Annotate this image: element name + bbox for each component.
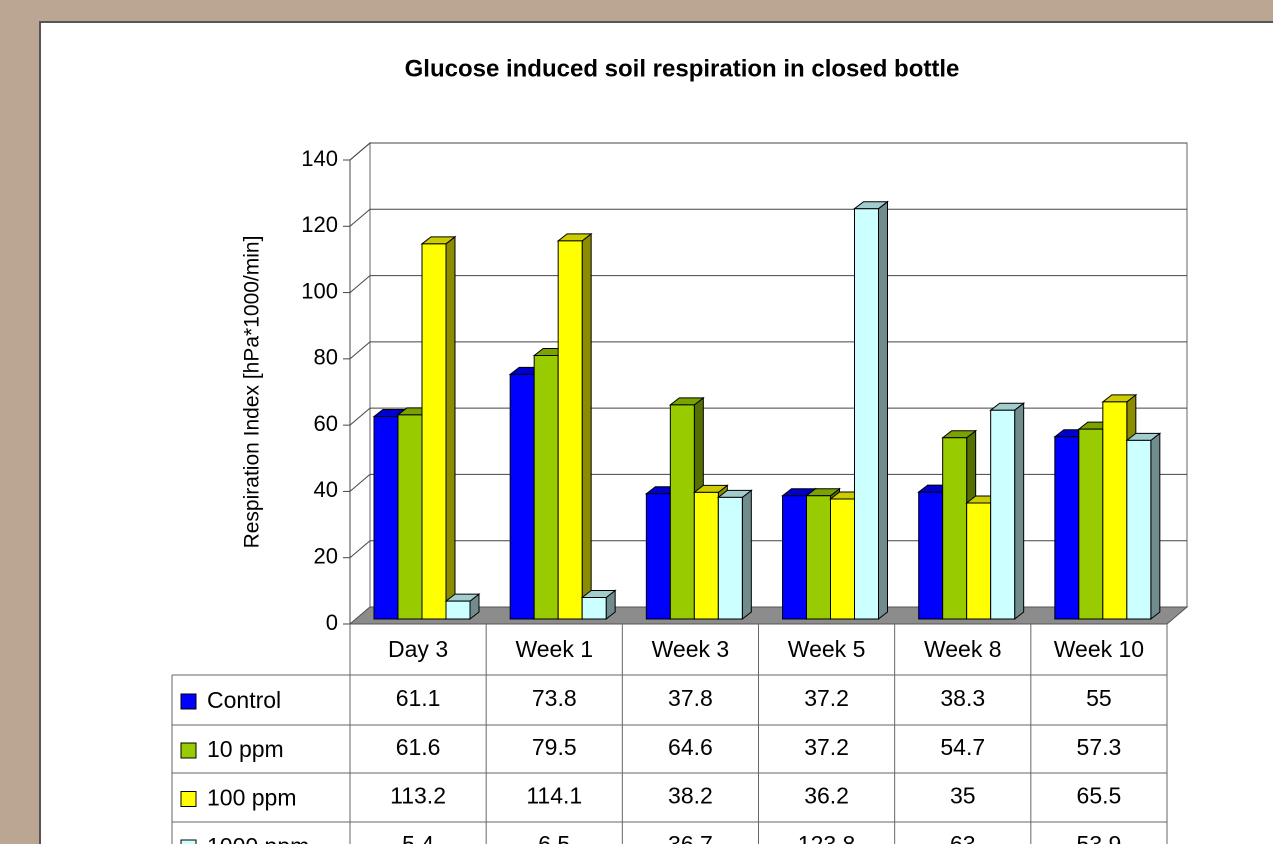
bar-front — [645, 493, 671, 620]
table-value: 6.5 — [538, 831, 570, 844]
y-tick-label: 40 — [314, 477, 338, 502]
bar-front — [693, 491, 719, 620]
bar-front — [557, 240, 583, 620]
bar-front — [1078, 428, 1104, 620]
table-value: 114.1 — [526, 783, 582, 809]
legend-label: Control — [207, 687, 281, 713]
grid-line — [349, 407, 1187, 426]
table-value: 36.7 — [668, 831, 713, 844]
bar-front — [445, 600, 471, 620]
table-value: 61.1 — [396, 685, 441, 711]
legend-swatch — [180, 839, 197, 844]
bar-front — [854, 208, 879, 620]
grid-line — [349, 473, 1187, 492]
grid-line — [349, 142, 1187, 161]
bar — [420, 235, 457, 621]
bar — [1125, 432, 1162, 621]
bar-front — [990, 409, 1016, 620]
bar-front — [421, 243, 447, 620]
grid-line — [349, 341, 1187, 360]
legend-swatch — [180, 791, 197, 807]
bar-front — [397, 414, 423, 620]
legend-label: 100 ppm — [207, 785, 297, 811]
bar — [989, 402, 1026, 621]
bar — [580, 589, 617, 621]
y-tick-label: 60 — [314, 411, 338, 436]
bar-front — [830, 498, 855, 620]
x-tick-label: Week 1 — [515, 636, 593, 662]
x-tick-label: Week 3 — [652, 636, 730, 662]
bar-front — [1102, 401, 1128, 620]
table-value: 64.6 — [668, 734, 713, 760]
table-value: 37.2 — [804, 734, 849, 760]
table-value: 79.5 — [532, 734, 577, 760]
legend-label: 1000 ppm — [207, 833, 309, 844]
y-axis-label: Respiration Index [hPa*1000/min] — [241, 236, 264, 549]
x-tick-label: Week 10 — [1054, 636, 1144, 662]
table-value: 55 — [1086, 685, 1112, 711]
bar — [716, 489, 753, 621]
bar-side — [878, 200, 888, 621]
bar — [556, 232, 593, 621]
bar-front — [509, 373, 535, 620]
table-value: 54.7 — [940, 734, 985, 760]
bar-front — [806, 495, 831, 620]
table-value: 36.2 — [804, 783, 849, 809]
y-tick-label: 140 — [301, 146, 338, 171]
y-tick-label: 20 — [314, 544, 338, 569]
table-value: 53.9 — [1077, 831, 1122, 844]
bar-side — [741, 489, 752, 621]
table-value: 63 — [950, 831, 976, 844]
table-value: 57.3 — [1077, 734, 1122, 760]
table-value: 37.2 — [804, 685, 849, 711]
legend-label: 10 ppm — [207, 736, 284, 762]
table-value: 38.2 — [668, 783, 713, 809]
bar-front — [942, 437, 968, 620]
bar-front — [717, 496, 743, 620]
grid-line — [349, 540, 1187, 559]
bar-front — [782, 495, 807, 620]
table-value: 61.6 — [396, 734, 441, 760]
bar-front — [669, 404, 695, 620]
chart-title: Glucose induced soil respiration in clos… — [405, 55, 960, 82]
bar — [853, 200, 889, 621]
y-tick-label: 120 — [301, 212, 338, 237]
table-value: 37.8 — [668, 685, 713, 711]
bar-side — [1150, 432, 1161, 621]
table-value: 5.4 — [402, 831, 434, 844]
bar — [444, 593, 481, 621]
table-value: 73.8 — [532, 685, 577, 711]
bar-front — [581, 596, 607, 620]
table-value: 123.8 — [798, 831, 856, 844]
table-value: 38.3 — [940, 685, 985, 711]
bar-side — [581, 232, 592, 621]
bar-front — [1126, 439, 1152, 620]
side-wall — [349, 141, 371, 626]
grid-line — [349, 275, 1187, 293]
y-tick-label: 100 — [301, 278, 338, 303]
legend-swatch — [180, 742, 197, 759]
table-value: 113.2 — [390, 783, 446, 809]
bar-front — [918, 491, 944, 620]
table-value: 65.5 — [1077, 783, 1122, 809]
bar-side — [445, 235, 456, 621]
table-value: 35 — [950, 783, 976, 809]
bar-front — [1054, 436, 1080, 620]
bar-front — [373, 415, 399, 620]
bar-front — [966, 502, 992, 620]
bar-side — [1014, 402, 1025, 621]
legend-swatch — [180, 693, 197, 710]
x-tick-label: Week 8 — [924, 636, 1002, 662]
y-tick-label: 80 — [314, 345, 338, 370]
y-tick-label: 0 — [326, 610, 338, 635]
x-tick-label: Week 5 — [788, 636, 866, 662]
grid-line — [349, 208, 1187, 227]
bar-front — [533, 355, 559, 620]
x-tick-label: Day 3 — [388, 636, 448, 662]
